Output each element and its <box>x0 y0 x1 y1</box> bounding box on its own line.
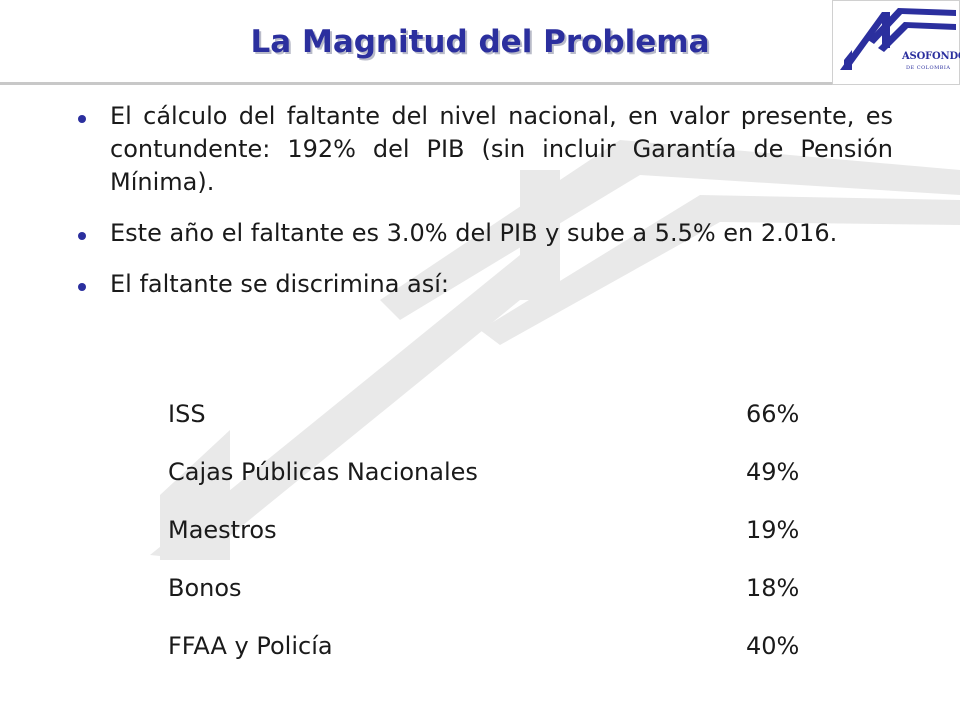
breakdown-row: Maestros 19% <box>168 510 828 568</box>
breakdown-value: 19% <box>746 516 800 544</box>
breakdown-row: ISS 66% <box>168 394 828 452</box>
breakdown-label: ISS <box>168 400 206 428</box>
breakdown-table: ISS 66% Cajas Públicas Nacionales 49% Ma… <box>168 394 828 684</box>
asofondos-logo-icon <box>832 0 960 85</box>
page-title: La Magnitud del Problema <box>250 24 710 60</box>
bullet-icon <box>78 283 86 291</box>
breakdown-row: Bonos 18% <box>168 568 828 626</box>
bullet-item: Este año el faltante es 3.0% del PIB y s… <box>78 217 893 250</box>
logo-text: ASOFONDOS <box>902 51 960 62</box>
bullet-list: El cálculo del faltante del nivel nacion… <box>78 100 893 319</box>
breakdown-label: FFAA y Policía <box>168 632 333 660</box>
bullet-text: Este año el faltante es 3.0% del PIB y s… <box>110 219 838 247</box>
bullet-icon <box>78 115 86 123</box>
title-divider <box>0 82 832 85</box>
breakdown-value: 49% <box>746 458 800 486</box>
breakdown-row: Cajas Públicas Nacionales 49% <box>168 452 828 510</box>
breakdown-label: Maestros <box>168 516 277 544</box>
logo-subtitle: DE COLOMBIA <box>906 65 951 71</box>
asofondos-logo: ASOFONDOS DE COLOMBIA <box>832 0 960 85</box>
bullet-item: El faltante se discrimina así: <box>78 268 893 301</box>
breakdown-value: 66% <box>746 400 800 428</box>
breakdown-label: Cajas Públicas Nacionales <box>168 458 478 486</box>
breakdown-value: 18% <box>746 574 800 602</box>
bullet-text: El cálculo del faltante del nivel nacion… <box>110 102 893 196</box>
breakdown-value: 40% <box>746 632 800 660</box>
bullet-text: El faltante se discrimina así: <box>110 270 450 298</box>
bullet-item: El cálculo del faltante del nivel nacion… <box>78 100 893 199</box>
breakdown-row: FFAA y Policía 40% <box>168 626 828 684</box>
breakdown-label: Bonos <box>168 574 242 602</box>
bullet-icon <box>78 232 86 240</box>
